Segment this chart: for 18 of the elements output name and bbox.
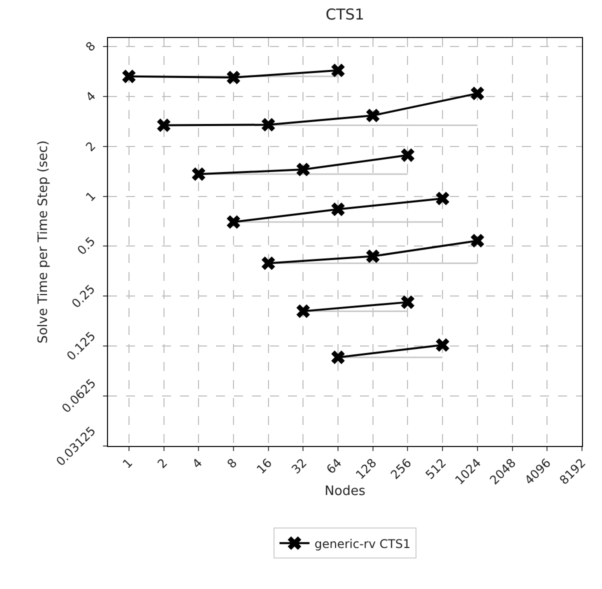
x-axis-title: Nodes bbox=[324, 484, 366, 499]
x-tick-label: 2 bbox=[154, 456, 170, 472]
x-tick-label: 512 bbox=[422, 456, 449, 482]
x-tick-label: 1 bbox=[120, 456, 136, 472]
y-tick-label: 2 bbox=[83, 138, 98, 154]
x-tick-label: 4 bbox=[190, 456, 205, 472]
y-tick-label: 8 bbox=[83, 38, 98, 54]
x-tick-label: 64 bbox=[324, 456, 344, 477]
x-tick-label: 128 bbox=[353, 456, 380, 482]
y-tick-label: 0.5 bbox=[74, 234, 98, 258]
x-tick-label: 16 bbox=[254, 456, 275, 477]
x-tick-label: 32 bbox=[288, 456, 310, 477]
x-tick-label: 8 bbox=[224, 456, 240, 472]
chart-title: CTS1 bbox=[326, 5, 364, 24]
legend-label: generic-rv CTS1 bbox=[314, 536, 410, 551]
y-tick-label: 4 bbox=[83, 88, 98, 104]
y-axis-title: Solve Time per Time Step (sec) bbox=[36, 140, 51, 344]
y-tick-label: 1 bbox=[83, 188, 98, 204]
